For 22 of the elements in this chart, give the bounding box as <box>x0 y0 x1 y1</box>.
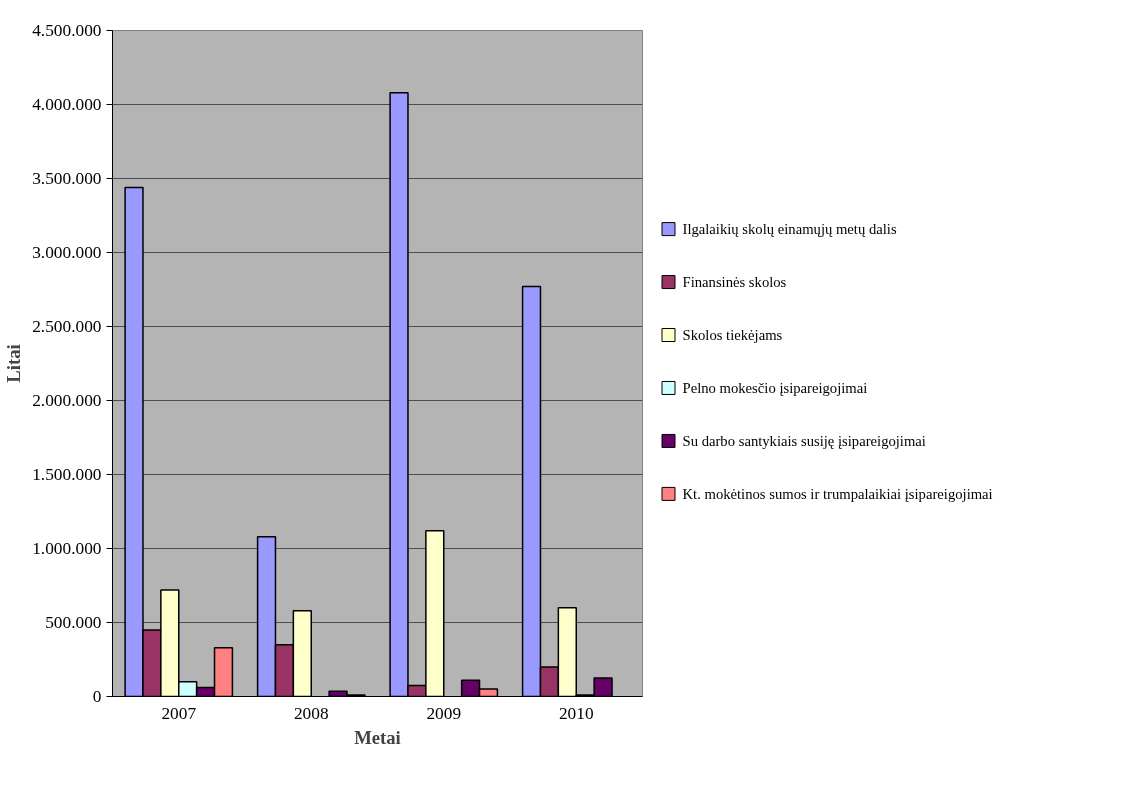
y-tick-label: 2.500.000 <box>32 317 102 336</box>
x-tick-label: 2010 <box>558 703 594 723</box>
y-tick-label: 1.000.000 <box>32 539 102 558</box>
legend-label: Pelno mokesčio įsipareigojimai <box>682 379 868 396</box>
y-tick-label: 3.000.000 <box>32 243 102 262</box>
y-tick-label: 1.500.000 <box>32 465 102 484</box>
y-axis-title: Litai <box>3 344 25 383</box>
legend-label: Finansinės skolos <box>682 274 787 291</box>
y-tick-label: 4.500.000 <box>32 21 102 40</box>
y-tick-label: 3.500.000 <box>32 169 102 188</box>
legend-label: Ilgalaikių skolų einamųjų metų dalis <box>682 221 897 238</box>
legend-label: Su darbo santykiais susiję įsipareigojimai <box>682 432 926 449</box>
y-tick-label: 500.000 <box>45 613 102 632</box>
legend-label: Skolos tiekėjams <box>682 327 783 344</box>
x-axis-title: Metai <box>354 726 401 748</box>
y-tick-label: 2.000.000 <box>32 391 102 410</box>
y-tick-label: 4.000.000 <box>32 95 102 114</box>
y-tick-label: 0 <box>92 687 102 706</box>
legend-label: Kt. mokėtinos sumos ir trumpalaikiai įsipareigojimai <box>682 485 993 502</box>
x-tick-label: 2008 <box>293 703 329 723</box>
x-tick-label: 2007 <box>161 703 197 723</box>
x-tick-label: 2009 <box>426 703 462 723</box>
